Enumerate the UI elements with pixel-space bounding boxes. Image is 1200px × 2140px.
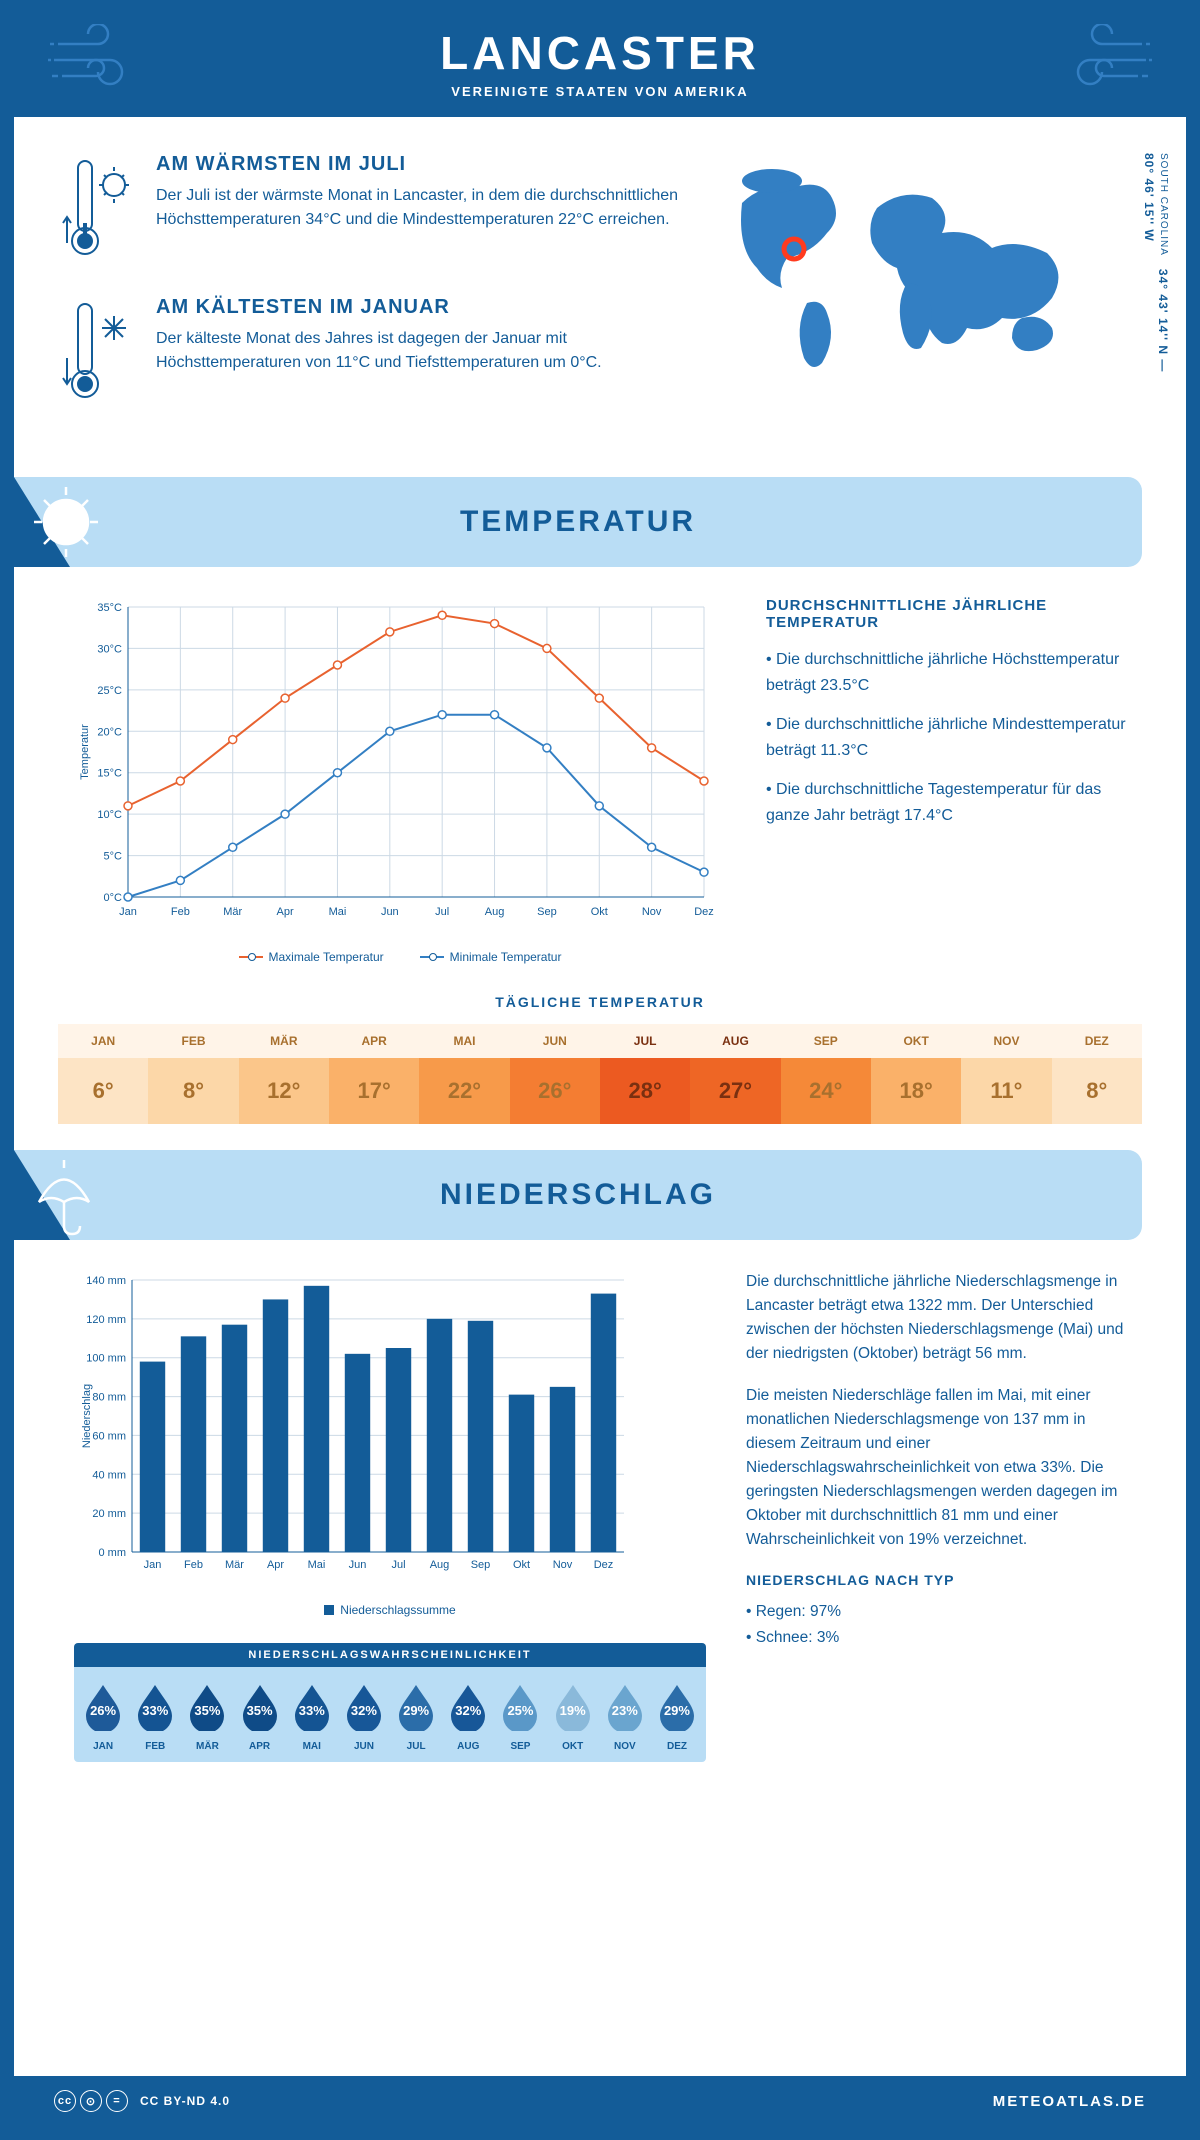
svg-text:Sep: Sep xyxy=(471,1559,491,1571)
svg-text:Jun: Jun xyxy=(381,906,399,918)
warmest-text: Der Juli ist der wärmste Monat in Lancas… xyxy=(156,184,682,232)
temperature-line-chart: 0°C 5°C 10°C 15°C 20°C 25°C 30°C 35°C Jan Feb Mär A… xyxy=(74,597,726,964)
svg-text:Jan: Jan xyxy=(119,906,137,918)
svg-text:Mai: Mai xyxy=(329,906,347,918)
cc-icons: cc⊙= xyxy=(54,2090,128,2112)
precip-probability: NIEDERSCHLAGSWAHRSCHEINLICHKEIT 26%JAN33… xyxy=(74,1643,706,1762)
daily-temp-table: JAN6°FEB8°MÄR12°APR17°MAI22°JUN26°JUL28°… xyxy=(58,1024,1142,1124)
svg-text:Nov: Nov xyxy=(553,1559,573,1571)
coldest-title: AM KÄLTESTEN IM JANUAR xyxy=(156,296,682,319)
svg-text:Apr: Apr xyxy=(277,906,294,918)
warmest-block: AM WÄRMSTEN IM JULI Der Juli ist der wär… xyxy=(58,153,682,268)
svg-text:15°C: 15°C xyxy=(97,768,122,780)
coordinates: SOUTH CAROLINA 34° 43' 14'' N — 80° 46' … xyxy=(1142,153,1170,388)
thermometer-hot-icon xyxy=(58,153,138,268)
svg-text:20 mm: 20 mm xyxy=(92,1508,126,1520)
svg-text:Mär: Mär xyxy=(223,906,242,918)
svg-text:20°C: 20°C xyxy=(97,726,122,738)
svg-text:30°C: 30°C xyxy=(97,643,122,655)
umbrella-icon xyxy=(24,1150,104,1245)
svg-text:Aug: Aug xyxy=(485,906,505,918)
svg-text:Feb: Feb xyxy=(184,1559,203,1571)
infographic-page: LANCASTER VEREINIGTE STAATEN VON AMERIKA… xyxy=(0,0,1200,2140)
svg-text:0 mm: 0 mm xyxy=(99,1547,127,1559)
precip-summary: Die durchschnittliche jährliche Niedersc… xyxy=(746,1270,1126,1762)
page-title: LANCASTER xyxy=(14,26,1186,80)
coldest-text: Der kälteste Monat des Jahres ist dagege… xyxy=(156,327,682,375)
svg-text:Nov: Nov xyxy=(642,906,662,918)
footer: cc⊙= CC BY-ND 4.0 METEOATLAS.DE xyxy=(14,2076,1186,2126)
page-subtitle: VEREINIGTE STAATEN VON AMERIKA xyxy=(14,84,1186,99)
svg-text:Jun: Jun xyxy=(349,1559,367,1571)
svg-text:Jul: Jul xyxy=(435,906,449,918)
precip-bar-chart: 0 mm 20 mm 40 mm 60 mm 80 mm 100 mm 120 mm 140 … xyxy=(74,1270,706,1617)
daily-temp-title: TÄGLICHE TEMPERATUR xyxy=(14,994,1186,1010)
wind-icon xyxy=(1062,24,1152,99)
sun-icon xyxy=(24,477,108,572)
svg-text:0°C: 0°C xyxy=(104,892,123,904)
intro-section: AM WÄRMSTEN IM JULI Der Juli ist der wär… xyxy=(14,117,1186,463)
svg-text:60 mm: 60 mm xyxy=(92,1430,126,1442)
svg-text:25°C: 25°C xyxy=(97,685,122,697)
svg-text:Niederschlag: Niederschlag xyxy=(81,1384,93,1448)
temperature-section-header: TEMPERATUR xyxy=(14,477,1142,567)
brand-text: METEOATLAS.DE xyxy=(993,2093,1146,2110)
wind-icon xyxy=(48,24,138,99)
svg-text:120 mm: 120 mm xyxy=(86,1314,126,1326)
svg-text:Okt: Okt xyxy=(513,1559,530,1571)
svg-text:Apr: Apr xyxy=(267,1559,284,1571)
svg-text:Okt: Okt xyxy=(591,906,608,918)
header: LANCASTER VEREINIGTE STAATEN VON AMERIKA xyxy=(14,14,1186,117)
world-map: SOUTH CAROLINA 34° 43' 14'' N — 80° 46' … xyxy=(712,153,1142,388)
svg-text:Dez: Dez xyxy=(594,1559,614,1571)
svg-text:140 mm: 140 mm xyxy=(86,1275,126,1287)
coldest-block: AM KÄLTESTEN IM JANUAR Der kälteste Mona… xyxy=(58,296,682,411)
svg-text:35°C: 35°C xyxy=(97,602,122,614)
thermometer-cold-icon xyxy=(58,296,138,411)
svg-text:Jan: Jan xyxy=(144,1559,162,1571)
license-text: CC BY-ND 4.0 xyxy=(140,2094,230,2108)
svg-text:Mai: Mai xyxy=(308,1559,326,1571)
svg-text:Feb: Feb xyxy=(171,906,190,918)
svg-text:5°C: 5°C xyxy=(104,851,123,863)
svg-text:Dez: Dez xyxy=(694,906,714,918)
svg-text:80 mm: 80 mm xyxy=(92,1392,126,1404)
precip-section-header: NIEDERSCHLAG xyxy=(14,1150,1142,1240)
svg-text:Mär: Mär xyxy=(225,1559,244,1571)
svg-text:Temperatur: Temperatur xyxy=(79,724,91,780)
svg-text:10°C: 10°C xyxy=(97,809,122,821)
svg-text:Jul: Jul xyxy=(391,1559,405,1571)
svg-text:Aug: Aug xyxy=(430,1559,450,1571)
temperature-summary: DURCHSCHNITTLICHE JÄHRLICHE TEMPERATUR •… xyxy=(766,597,1126,964)
svg-text:Sep: Sep xyxy=(537,906,557,918)
warmest-title: AM WÄRMSTEN IM JULI xyxy=(156,153,682,176)
svg-text:40 mm: 40 mm xyxy=(92,1469,126,1481)
temp-chart-legend: Maximale Temperatur Minimale Temperatur xyxy=(74,950,726,964)
svg-text:100 mm: 100 mm xyxy=(86,1353,126,1365)
